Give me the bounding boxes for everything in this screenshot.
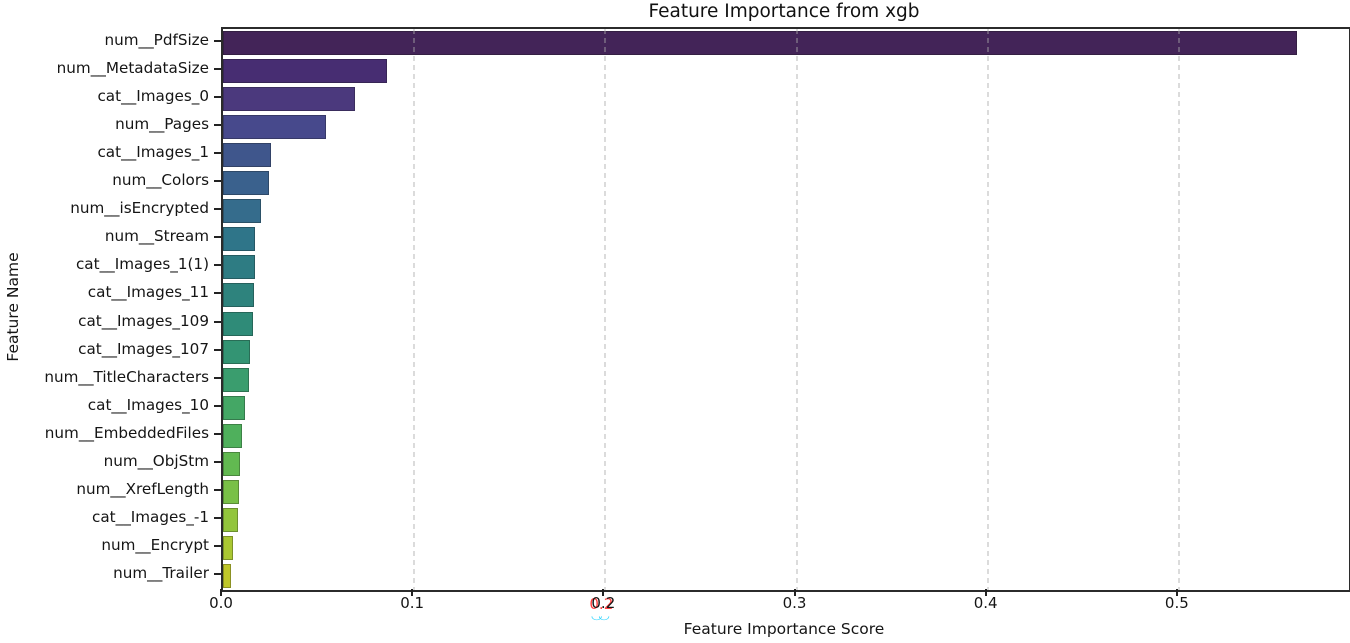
bar xyxy=(223,423,243,448)
y-tick-mark xyxy=(214,264,221,267)
x-tick-label: 0.4 xyxy=(973,594,998,612)
y-tick-mark xyxy=(214,124,221,127)
cyan-artifact-mark: ◡◡ xyxy=(591,611,610,623)
y-tick-label: cat__Images_1(1) xyxy=(75,255,209,274)
y-tick-label: num__ObjStm xyxy=(103,451,209,470)
y-tick-mark xyxy=(214,460,221,463)
y-tick-mark xyxy=(214,68,221,71)
chart-title: Feature Importance from xgb xyxy=(648,1,920,22)
y-tick-label: num__XrefLength xyxy=(76,479,209,498)
y-tick-label: num__isEncrypted xyxy=(70,199,209,218)
y-tick-mark xyxy=(214,348,221,351)
y-tick-label: cat__Images_1 xyxy=(97,143,209,162)
bar xyxy=(223,31,1298,56)
bar xyxy=(223,507,239,532)
bar xyxy=(223,563,231,588)
x-tick-mark xyxy=(984,589,987,596)
y-tick-mark xyxy=(214,236,221,239)
bar xyxy=(223,395,245,420)
x-tick-label: 0.3 xyxy=(782,594,807,612)
y-tick-mark xyxy=(214,488,221,491)
y-tick-mark xyxy=(214,544,221,547)
y-tick-label: cat__Images_11 xyxy=(87,283,209,302)
y-tick-label: num__PdfSize xyxy=(104,31,209,50)
y-tick-mark xyxy=(214,292,221,295)
y-tick-label: cat__Images_0 xyxy=(97,87,209,106)
gridline xyxy=(986,29,989,590)
x-axis-label: Feature Importance Score xyxy=(683,620,885,638)
y-tick-mark xyxy=(214,180,221,183)
y-tick-label: num__EmbeddedFiles xyxy=(44,423,209,442)
y-tick-mark xyxy=(214,432,221,435)
y-tick-mark xyxy=(214,404,221,407)
y-tick-mark xyxy=(214,96,221,99)
y-tick-mark xyxy=(214,152,221,155)
y-tick-mark xyxy=(214,376,221,379)
y-tick-label: cat__Images_109 xyxy=(78,311,209,330)
bar xyxy=(223,171,269,196)
y-tick-mark xyxy=(214,40,221,43)
gridline xyxy=(413,29,416,590)
y-tick-label: num__Stream xyxy=(104,227,209,246)
bar xyxy=(223,59,388,84)
y-tick-mark xyxy=(214,208,221,211)
y-tick-mark xyxy=(214,516,221,519)
plot-area xyxy=(221,27,1350,592)
bar xyxy=(223,283,254,308)
x-tick-label: 0.1 xyxy=(400,594,425,612)
y-tick-label: num__Trailer xyxy=(113,563,209,582)
bar xyxy=(223,227,256,252)
y-tick-label: cat__Images_-1 xyxy=(91,507,209,526)
y-tick-label: num__MetadataSize xyxy=(56,59,209,78)
bar xyxy=(223,535,233,560)
y-tick-label: cat__Images_10 xyxy=(87,395,209,414)
y-tick-label: num__Pages xyxy=(115,115,209,134)
bar xyxy=(223,451,241,476)
bar xyxy=(223,479,240,504)
y-tick-label: num__Colors xyxy=(112,171,209,190)
y-tick-label: num__Encrypt xyxy=(101,535,209,554)
x-tick-mark xyxy=(1175,589,1178,596)
y-tick-mark xyxy=(214,572,221,575)
x-tick-mark xyxy=(411,589,414,596)
bar xyxy=(223,199,262,224)
x-tick-mark xyxy=(602,589,605,596)
y-tick-label: cat__Images_107 xyxy=(78,339,209,358)
bar xyxy=(223,339,250,364)
gridline xyxy=(795,29,798,590)
bar xyxy=(223,255,255,280)
bar xyxy=(223,143,271,168)
y-tick-mark xyxy=(214,320,221,323)
gridline xyxy=(1177,29,1180,590)
x-tick-mark xyxy=(220,589,222,596)
bar xyxy=(223,87,355,112)
bar xyxy=(223,367,249,392)
bar xyxy=(223,311,253,336)
x-tick-mark xyxy=(793,589,796,596)
y-tick-label: num__TitleCharacters xyxy=(44,367,209,386)
bar xyxy=(223,115,327,140)
x-tick-label: 0.2 xyxy=(591,594,616,612)
x-tick-label: 0.5 xyxy=(1164,594,1189,612)
x-tick-label: 0.0 xyxy=(209,594,233,612)
gridline xyxy=(604,29,607,590)
